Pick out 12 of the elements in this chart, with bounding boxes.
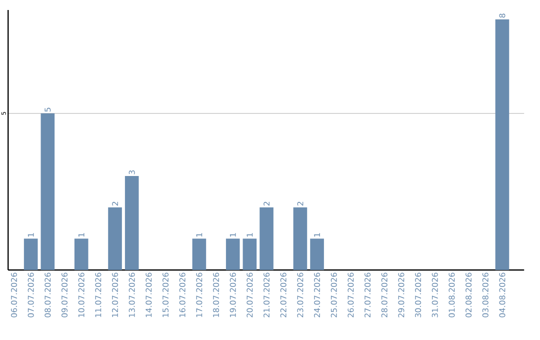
bar (260, 207, 274, 270)
bar (108, 207, 122, 270)
bar (310, 238, 324, 270)
bar (242, 238, 257, 270)
bar (495, 19, 510, 270)
bar (192, 238, 206, 270)
bar (74, 238, 88, 270)
bar (124, 176, 139, 270)
bar (24, 238, 38, 270)
bar (40, 113, 55, 270)
bar (293, 207, 308, 270)
bar (226, 238, 240, 270)
